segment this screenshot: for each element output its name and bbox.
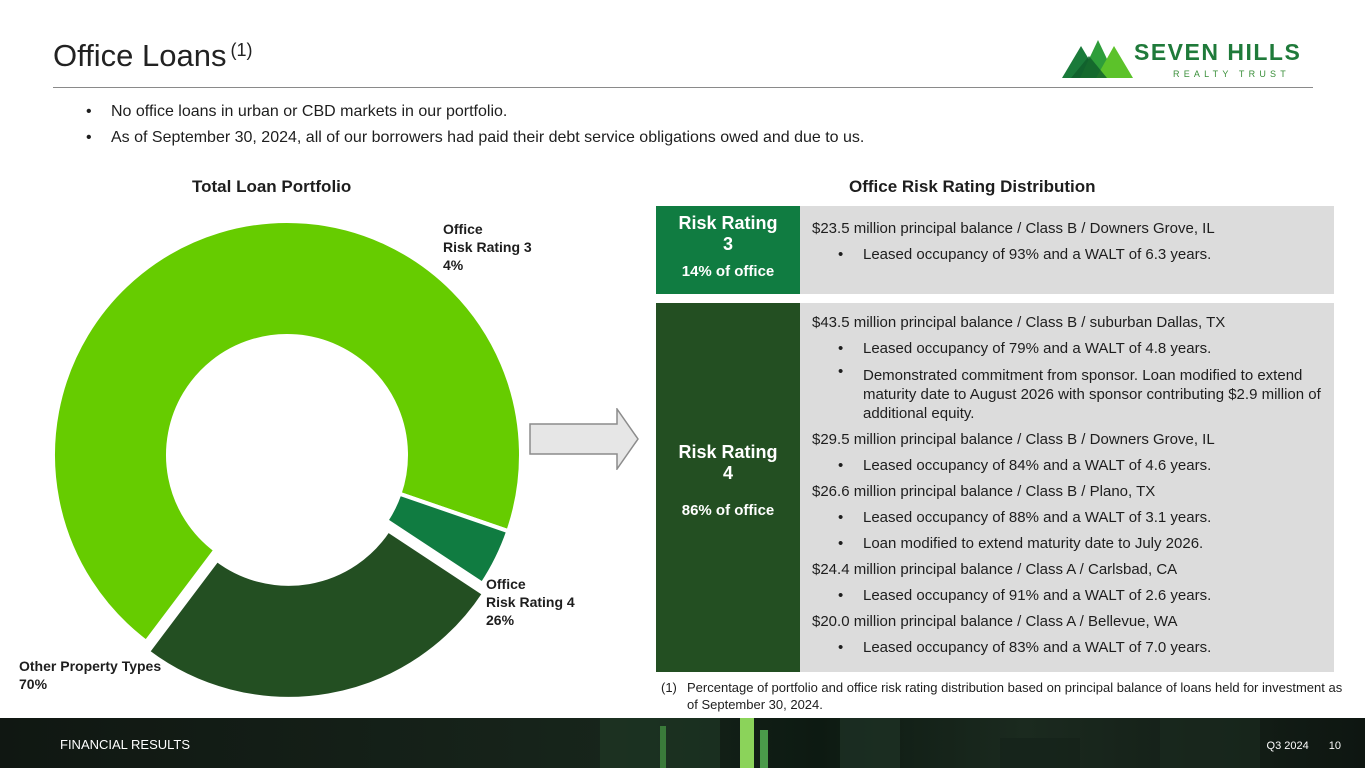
risk-rating-3-percent: 14% of office — [681, 263, 775, 280]
page-title-text: Office Loans — [53, 38, 227, 73]
logo-name: SEVEN HILLS — [1134, 39, 1302, 65]
page-title: Office Loans (1) — [53, 38, 252, 74]
risk-rating-3-tag: Risk Rating 3 14% of office — [656, 206, 800, 294]
donut-chart — [51, 219, 523, 700]
label-rating4-line2: Risk Rating 4 — [486, 594, 575, 610]
label-rating3-line2: Risk Rating 3 — [443, 239, 532, 255]
key-points: No office loans in urban or CBD markets … — [86, 101, 864, 153]
footnote-number: (1) — [661, 680, 677, 695]
risk-rating-4-panel: Risk Rating 4 86% of office $43.5 millio… — [656, 303, 1334, 672]
arrow-right-icon — [529, 408, 639, 470]
loan-summary: $24.4 million principal balance / Class … — [812, 561, 1178, 578]
loan-summary: $43.5 million principal balance / Class … — [812, 314, 1226, 331]
donut-slice-office-risk-rating-3 — [384, 491, 511, 586]
detail-bullet: Leased occupancy of 91% and a WALT of 2.… — [812, 583, 1330, 609]
distribution-title: Office Risk Rating Distribution — [849, 177, 1096, 196]
risk-rating-3-panel: Risk Rating 3 14% of office $23.5 millio… — [656, 206, 1334, 294]
risk-rating-4-details: $43.5 million principal balance / Class … — [812, 310, 1330, 661]
detail-bullet: Leased occupancy of 83% and a WALT of 7.… — [812, 635, 1330, 661]
risk-rating-3-number: 3 — [722, 234, 733, 254]
key-point-item: As of September 30, 2024, all of our bor… — [86, 127, 864, 153]
title-divider — [53, 87, 1313, 88]
risk-rating-4-percent: 86% of office — [681, 502, 775, 519]
label-rating3-value: 4% — [443, 257, 464, 273]
mountains-logo-icon — [1062, 40, 1133, 78]
loan-summary: $23.5 million principal balance / Class … — [812, 220, 1215, 237]
risk-rating-3-label: Risk Rating — [678, 213, 778, 233]
footer-page-info: Q3 2024 10 — [1267, 740, 1341, 752]
donut-slice-other-property-types — [51, 219, 523, 644]
label-rating3: Office Risk Rating 3 4% — [443, 220, 532, 274]
title-footnote-marker: (1) — [230, 40, 253, 60]
label-other: Other Property Types 70% — [19, 657, 161, 693]
detail-bullet: Loan modified to extend maturity date to… — [812, 531, 1330, 557]
label-rating4-value: 26% — [486, 612, 515, 628]
label-rating4-line1: Office — [486, 576, 526, 592]
label-rating4: Office Risk Rating 4 26% — [486, 575, 575, 629]
detail-bullet: Demonstrated commitment from sponsor. Lo… — [812, 362, 1330, 427]
detail-bullet: Leased occupancy of 79% and a WALT of 4.… — [812, 336, 1330, 362]
footer-background-art — [600, 718, 1260, 768]
detail-bullet: Leased occupancy of 84% and a WALT of 4.… — [812, 453, 1330, 479]
footer-page-number: 10 — [1328, 740, 1341, 752]
footer-section-label: FINANCIAL RESULTS — [60, 737, 191, 752]
footnote-text: Percentage of portfolio and office risk … — [687, 680, 1343, 712]
detail-bullet: Leased occupancy of 88% and a WALT of 3.… — [812, 505, 1330, 531]
label-other-value: 70% — [19, 676, 48, 692]
key-point-item: No office loans in urban or CBD markets … — [86, 101, 864, 127]
loan-summary: $26.6 million principal balance / Class … — [812, 483, 1156, 500]
chart-title: Total Loan Portfolio — [192, 177, 352, 196]
label-rating3-line1: Office — [443, 221, 483, 237]
label-other-line1: Other Property Types — [19, 658, 162, 674]
risk-rating-4-label: Risk Rating — [678, 442, 778, 462]
footer-quarter: Q3 2024 — [1266, 740, 1309, 752]
loan-summary: $20.0 million principal balance / Class … — [812, 613, 1178, 630]
detail-bullet: Leased occupancy of 93% and a WALT of 6.… — [812, 242, 1330, 268]
donut-slice-office-risk-rating-4 — [145, 528, 487, 700]
risk-rating-4-number: 4 — [722, 463, 733, 483]
risk-rating-4-tag: Risk Rating 4 86% of office — [656, 303, 800, 672]
footer-bar: FINANCIAL RESULTS Q3 2024 10 — [0, 718, 1365, 768]
company-logo: SEVEN HILLS REALTY TRUST — [1062, 38, 1322, 84]
logo-subtitle: REALTY TRUST — [1173, 69, 1290, 79]
loan-summary: $29.5 million principal balance / Class … — [812, 431, 1215, 448]
risk-rating-3-details: $23.5 million principal balance / Class … — [812, 216, 1330, 268]
